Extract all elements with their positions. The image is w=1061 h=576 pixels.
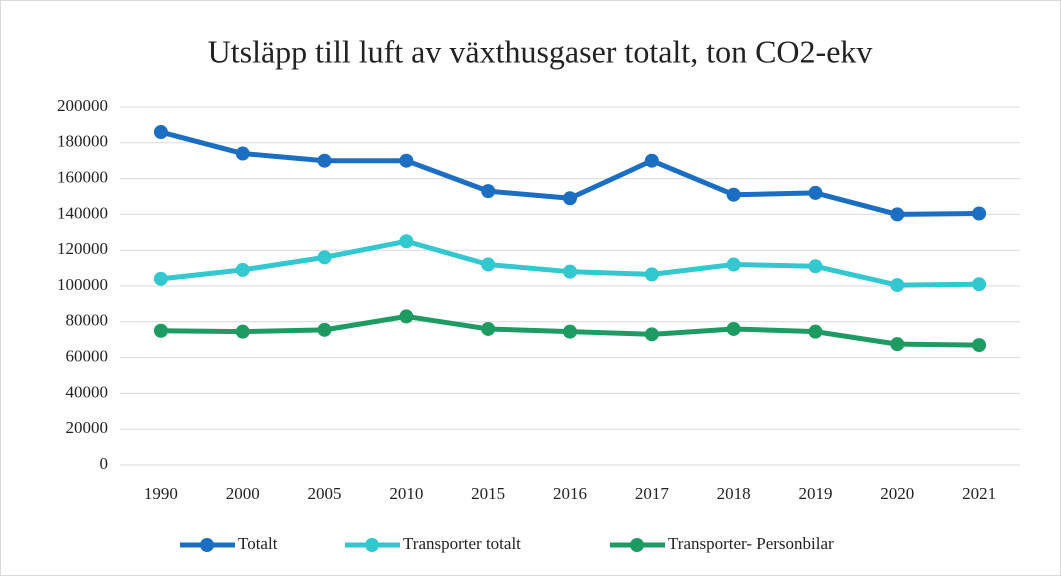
y-tick-label: 80000 — [66, 311, 109, 330]
y-tick-label: 140000 — [57, 203, 108, 222]
y-tick-label: 160000 — [57, 168, 108, 187]
data-point — [972, 277, 987, 292]
data-point — [726, 321, 741, 336]
data-point — [972, 206, 987, 221]
data-point — [726, 187, 741, 202]
data-point — [644, 267, 659, 282]
y-tick-label: 180000 — [57, 132, 108, 151]
data-point — [317, 153, 332, 168]
y-tick-label: 40000 — [66, 382, 109, 401]
x-tick-label: 2005 — [308, 484, 342, 503]
data-point — [235, 324, 250, 339]
data-point — [481, 321, 496, 336]
data-point — [399, 234, 414, 249]
legend-marker — [630, 538, 644, 552]
data-point — [563, 324, 577, 339]
data-point — [317, 322, 332, 337]
data-point — [153, 323, 168, 338]
x-tick-label: 2020 — [880, 484, 914, 503]
legend-label: Transporter totalt — [403, 534, 521, 553]
data-point — [644, 327, 659, 342]
x-tick-label: 2016 — [553, 484, 587, 503]
data-point — [890, 207, 905, 222]
data-point — [481, 257, 496, 272]
data-point — [644, 153, 659, 168]
chart-title: Utsläpp till luft av växthusgaser totalt… — [208, 33, 873, 69]
legend-marker — [365, 538, 379, 552]
y-tick-label: 120000 — [57, 239, 108, 258]
data-point — [972, 338, 987, 353]
data-point — [890, 278, 905, 293]
data-point — [399, 309, 414, 324]
data-point — [399, 153, 414, 168]
data-point — [153, 125, 168, 140]
x-tick-label: 2000 — [226, 484, 260, 503]
data-point — [235, 146, 250, 161]
y-tick-label: 100000 — [57, 275, 108, 294]
data-point — [563, 191, 577, 206]
y-tick-label: 60000 — [66, 347, 109, 366]
data-point — [890, 337, 905, 352]
x-tick-label: 2019 — [798, 484, 832, 503]
data-point — [808, 324, 823, 339]
y-tick-label: 20000 — [66, 418, 109, 437]
legend-label: Transporter- Personbilar — [668, 534, 834, 553]
data-point — [808, 185, 823, 200]
x-tick-label: 1990 — [144, 484, 178, 503]
x-tick-label: 2010 — [389, 484, 423, 503]
x-tick-label: 2017 — [635, 484, 670, 503]
data-point — [481, 184, 496, 199]
x-tick-label: 2021 — [962, 484, 996, 503]
data-point — [563, 264, 577, 279]
legend-marker — [200, 538, 214, 552]
y-tick-label: 0 — [100, 454, 109, 473]
data-point — [235, 262, 250, 277]
data-point — [808, 259, 823, 274]
data-point — [726, 257, 741, 272]
data-point — [317, 250, 332, 265]
y-tick-label: 200000 — [57, 96, 108, 115]
x-tick-label: 2015 — [471, 484, 505, 503]
legend-label: Totalt — [238, 534, 278, 553]
data-point — [153, 271, 168, 286]
x-tick-label: 2018 — [717, 484, 751, 503]
